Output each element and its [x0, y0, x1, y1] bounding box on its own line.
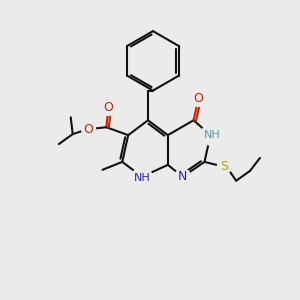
Circle shape	[190, 91, 206, 106]
Text: N: N	[178, 170, 188, 183]
Text: NH: NH	[204, 130, 221, 140]
Circle shape	[200, 125, 220, 145]
Text: NH: NH	[134, 173, 150, 183]
Text: O: O	[103, 101, 113, 114]
Circle shape	[132, 167, 152, 187]
Circle shape	[82, 122, 95, 136]
Text: O: O	[194, 92, 203, 105]
Circle shape	[100, 100, 116, 115]
Circle shape	[175, 169, 190, 185]
Text: S: S	[220, 160, 228, 173]
Text: O: O	[84, 123, 94, 136]
Circle shape	[218, 160, 231, 174]
